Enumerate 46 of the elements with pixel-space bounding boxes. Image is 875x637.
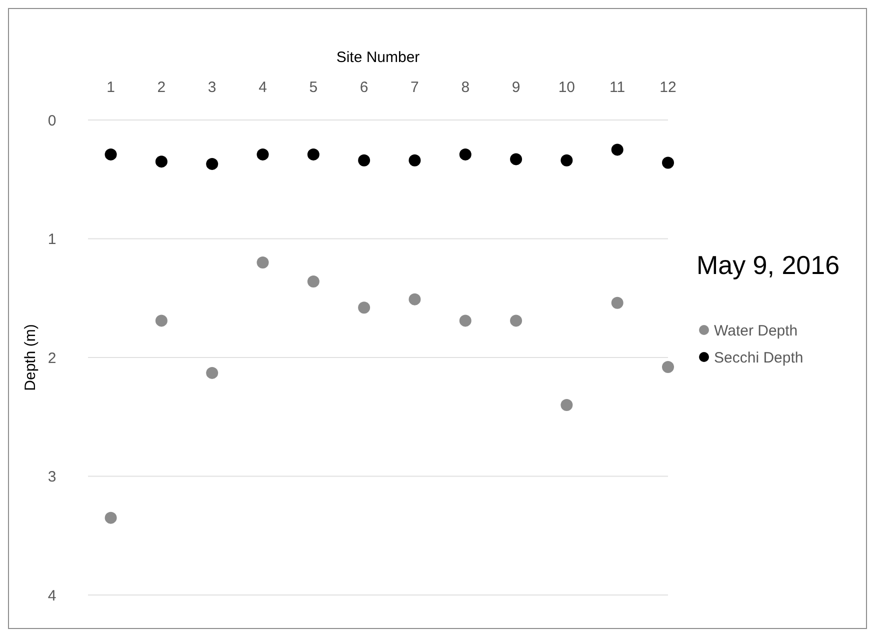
point — [358, 302, 370, 314]
point — [256, 148, 269, 160]
point — [560, 154, 573, 166]
y-tick-label: 0 — [48, 112, 56, 130]
point — [560, 399, 573, 411]
point — [408, 293, 421, 306]
point — [206, 366, 218, 379]
x-tick-label: 4 — [258, 79, 267, 96]
point — [459, 314, 472, 327]
x-axis-title: Site Number — [336, 49, 420, 66]
point — [307, 276, 320, 288]
point — [510, 153, 522, 166]
point — [104, 512, 117, 524]
x-tick-label: 1 — [106, 79, 115, 96]
point — [611, 296, 624, 309]
point — [155, 156, 168, 168]
point — [459, 148, 472, 160]
y-tick-label: 3 — [48, 468, 56, 486]
point — [408, 154, 421, 166]
x-tick-label: 5 — [309, 79, 318, 96]
x-tick-label: 11 — [610, 79, 626, 96]
x-tick-label: 7 — [410, 79, 419, 96]
x-tick-label: 2 — [157, 79, 166, 96]
legend-label: Secchi Depth — [714, 349, 804, 366]
point — [510, 314, 522, 327]
x-tick-label: 3 — [208, 79, 216, 96]
point — [358, 154, 370, 166]
x-tick-label: 9 — [512, 79, 520, 96]
point — [256, 256, 269, 268]
point — [662, 156, 674, 169]
point — [155, 314, 168, 327]
point — [662, 361, 674, 373]
x-tick-label: 12 — [660, 79, 676, 96]
y-axis-title: Depth (m) — [22, 324, 39, 391]
y-tick-label: 2 — [48, 350, 56, 367]
y-tick-label: 1 — [48, 231, 56, 248]
point — [611, 144, 624, 156]
legend-label: Water Depth — [714, 322, 798, 340]
point — [206, 158, 218, 170]
text: May 9, 2016 — [696, 250, 840, 280]
point — [307, 148, 320, 160]
y-tick-label: 4 — [48, 587, 56, 604]
x-tick-label: 8 — [461, 79, 470, 96]
x-tick-label: 6 — [360, 79, 368, 96]
point — [104, 148, 117, 160]
x-tick-label: 10 — [558, 79, 576, 96]
